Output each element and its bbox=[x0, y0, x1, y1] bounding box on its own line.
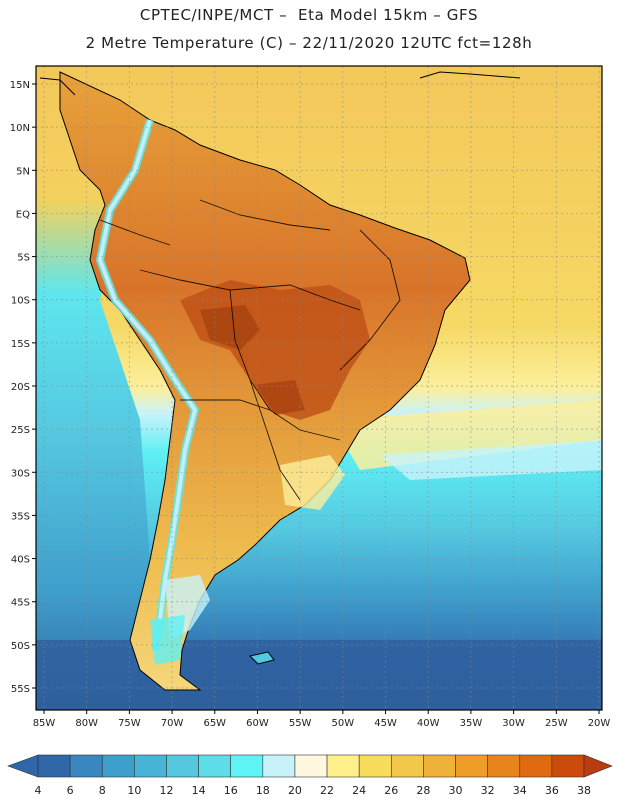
subtropical-warm-band bbox=[330, 400, 602, 470]
lon-tick-label: 45W bbox=[374, 718, 397, 729]
longitude-axis: 85W 80W 75W 70W 65W 60W 55W 50W 45W 40W 35W 30W 25W 2… bbox=[33, 710, 611, 729]
map-field bbox=[36, 66, 602, 710]
colorbar-label: 8 bbox=[98, 784, 106, 797]
lon-tick-label: 65W bbox=[203, 718, 226, 729]
lon-tick-label: 25W bbox=[545, 718, 568, 729]
lon-tick-label: 40W bbox=[417, 718, 440, 729]
colorbar-swatch bbox=[326, 754, 360, 778]
colorbar-label: 26 bbox=[384, 784, 399, 797]
colorbar-swatch bbox=[69, 754, 103, 778]
colorbar-label: 22 bbox=[320, 784, 335, 797]
colorbar-label: 12 bbox=[159, 784, 174, 797]
colorbar-low-arrow bbox=[7, 754, 39, 778]
colorbar-swatch bbox=[230, 754, 264, 778]
lat-tick-label: 15N bbox=[10, 80, 30, 91]
lat-tick-label: 30S bbox=[11, 468, 30, 479]
lat-tick-label: EQ bbox=[16, 209, 30, 220]
lon-tick-label: 50W bbox=[332, 718, 355, 729]
colorbar-label: 20 bbox=[287, 784, 302, 797]
colorbar-swatch bbox=[455, 754, 488, 778]
lat-tick-label: 20S bbox=[11, 382, 30, 393]
colorbar-label: 28 bbox=[416, 784, 431, 797]
colorbar-high-arrow bbox=[583, 754, 613, 778]
colorbar-swatch bbox=[551, 754, 585, 778]
lon-tick-label: 60W bbox=[246, 718, 269, 729]
lat-tick-label: 10N bbox=[10, 123, 30, 134]
colorbar-label: 30 bbox=[448, 784, 463, 797]
lon-tick-label: 70W bbox=[161, 718, 184, 729]
colorbar-swatch bbox=[423, 754, 456, 778]
colorbar-swatch bbox=[198, 754, 232, 778]
lon-tick-label: 30W bbox=[502, 718, 525, 729]
southern-cold-band bbox=[36, 640, 602, 710]
lon-tick-label: 80W bbox=[75, 718, 98, 729]
lon-tick-label: 75W bbox=[118, 718, 141, 729]
lat-tick-label: 5S bbox=[17, 253, 30, 264]
colorbar-label: 38 bbox=[577, 784, 591, 797]
falkland-islands bbox=[249, 651, 275, 665]
lat-tick-label: 45S bbox=[11, 598, 30, 609]
colorbar-swatch bbox=[262, 754, 296, 778]
lat-tick-label: 25S bbox=[11, 425, 30, 436]
colorbar-swatch bbox=[101, 754, 135, 778]
colorbar-swatch bbox=[390, 754, 424, 778]
lat-tick-label: 40S bbox=[11, 555, 30, 566]
colorbar-label: 16 bbox=[223, 784, 238, 797]
colorbar-label: 32 bbox=[480, 784, 495, 797]
colorbar-label: 6 bbox=[66, 784, 74, 797]
colorbar-label: 14 bbox=[191, 784, 206, 797]
colorbar-label: 34 bbox=[512, 784, 527, 797]
lat-tick-label: 10S bbox=[11, 296, 30, 307]
lon-tick-label: 20W bbox=[588, 718, 611, 729]
colorbar-label: 18 bbox=[255, 784, 270, 797]
country-borders bbox=[99, 199, 401, 501]
colorbar-label: 36 bbox=[544, 784, 559, 797]
graticule bbox=[36, 66, 602, 710]
lat-tick-label: 55S bbox=[11, 684, 30, 695]
lat-tick-label: 35S bbox=[11, 511, 30, 522]
lat-tick-label: 50S bbox=[11, 641, 30, 652]
lat-tick-label: 15S bbox=[11, 339, 30, 350]
colorbar-label: 10 bbox=[127, 784, 142, 797]
latitude-axis: 15N 10N 5N EQ 5S 10S 15S 20S 25S 30S 35S 40S 45S 50S 5… bbox=[10, 80, 36, 695]
colorbar-swatch bbox=[487, 754, 521, 778]
map-title-line1: CPTEC/INPE/MCT – Eta Model 15km – GFS bbox=[139, 6, 479, 24]
colorbar-swatch bbox=[166, 754, 199, 778]
colorbar-swatch bbox=[294, 754, 328, 778]
colorbar-swatch bbox=[37, 754, 71, 778]
lon-tick-label: 55W bbox=[289, 718, 312, 729]
colorbar-label: 24 bbox=[352, 784, 367, 797]
map-title-line2: 2 Metre Temperature (C) – 22/11/2020 12U… bbox=[85, 34, 533, 52]
colorbar-label: 4 bbox=[34, 784, 42, 797]
temperature-colorbar bbox=[7, 754, 613, 778]
map-frame bbox=[35, 65, 603, 711]
colorbar-swatch bbox=[519, 754, 553, 778]
lon-tick-label: 35W bbox=[460, 718, 483, 729]
colorbar-swatch bbox=[134, 754, 167, 778]
colorbar-swatch bbox=[358, 754, 392, 778]
lon-tick-label: 85W bbox=[33, 718, 56, 729]
lat-tick-label: 5N bbox=[16, 166, 30, 177]
pacific-ocean-field bbox=[36, 200, 150, 710]
